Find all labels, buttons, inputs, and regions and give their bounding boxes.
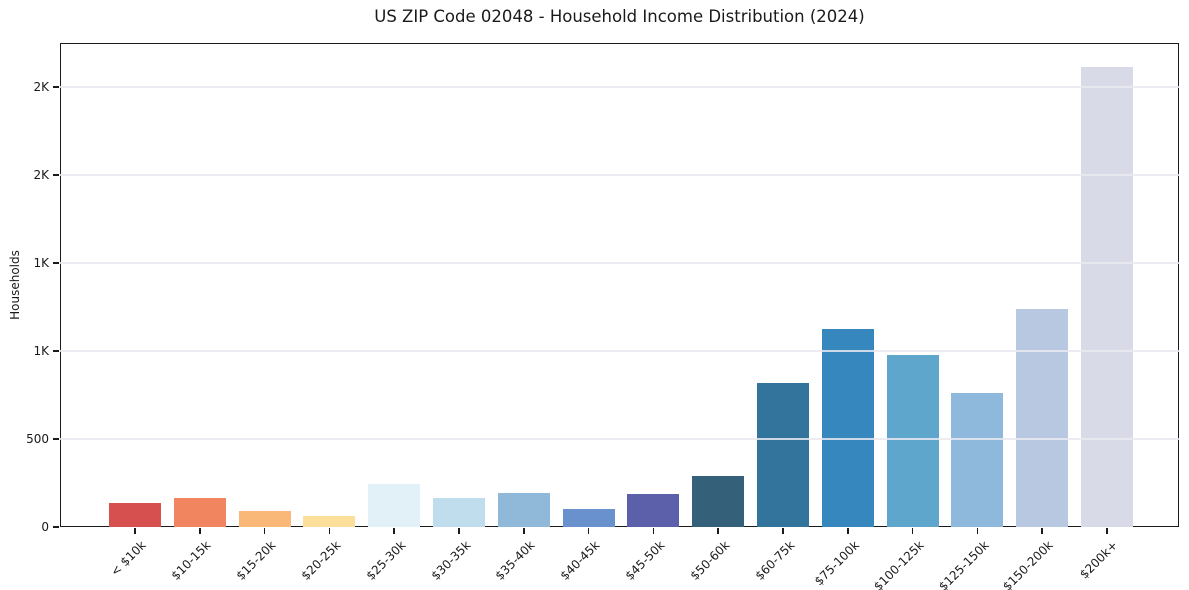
x-tick-mark: [458, 528, 460, 534]
y-tick-label: 2K: [33, 79, 49, 94]
y-tick-mark: [53, 174, 59, 176]
y-axis-label: Households: [8, 250, 22, 320]
x-tick-label: $45-50k: [622, 538, 668, 583]
bar-125-150k: [951, 393, 1004, 527]
x-tick-mark: [846, 528, 849, 534]
x-tick-label: $40-45k: [557, 538, 603, 583]
y-tick-label: 0: [41, 519, 49, 534]
x-tick-label: $35-40k: [492, 538, 538, 583]
bar-200k+: [1081, 66, 1133, 527]
x-tick-label: $25-30k: [363, 538, 409, 583]
bar-30-35k: [433, 497, 485, 527]
x-tick-mark: [134, 528, 136, 534]
plot-area: [60, 43, 1179, 527]
x-tick-label: $100-125k: [870, 538, 927, 590]
y-tick-label: 500: [26, 431, 49, 446]
x-tick-label: $50-60k: [687, 538, 733, 583]
bar-45-50k: [627, 494, 680, 527]
x-tick-mark: [652, 528, 655, 534]
bar-40-45k: [562, 508, 615, 527]
y-tick-label: 1K: [33, 343, 49, 358]
x-tick-mark: [587, 528, 590, 534]
x-tick-label: $15-20k: [233, 538, 279, 583]
x-tick-label: $30-35k: [428, 538, 473, 583]
y-tick-mark: [53, 350, 59, 352]
y-tick-mark: [53, 438, 59, 440]
x-tick-label: $125-150k: [935, 538, 992, 590]
x-tick-mark: [1041, 528, 1044, 534]
x-tick-label: $10-15k: [168, 538, 214, 583]
x-tick-label: $200k+: [1077, 538, 1121, 582]
bar-150-200k: [1016, 308, 1069, 527]
x-tick-mark: [976, 528, 979, 534]
x-tick-mark: [717, 528, 720, 534]
bar-75-100k: [821, 329, 874, 527]
x-tick-mark: [328, 528, 331, 534]
y-tick-mark: [53, 86, 59, 88]
x-tick-mark: [522, 528, 525, 534]
bar-10k: [109, 503, 161, 527]
bar-60-75k: [757, 382, 809, 527]
bar-10-15k: [173, 497, 226, 527]
x-tick-label: $20-25k: [298, 538, 344, 583]
y-tick-mark: [53, 526, 59, 528]
x-tick-label: $60-75k: [752, 538, 797, 583]
chart-title: US ZIP Code 02048 - Household Income Dis…: [374, 7, 865, 26]
x-tick-mark: [911, 528, 914, 534]
x-tick-mark: [198, 528, 201, 534]
bar-50-60k: [692, 475, 745, 527]
bar-15-20k: [238, 511, 291, 527]
bar-100-125k: [886, 354, 939, 527]
x-tick-label: $75-100k: [811, 538, 862, 589]
bar-35-40k: [497, 492, 550, 527]
x-tick-mark: [393, 528, 396, 534]
y-tick-mark: [53, 262, 59, 264]
bar-20-25k: [303, 515, 356, 527]
x-tick-label: < $10k: [108, 538, 149, 579]
y-tick-label: 2K: [33, 167, 49, 182]
x-tick-mark: [782, 528, 784, 534]
x-tick-mark: [1106, 528, 1108, 534]
x-tick-mark: [263, 528, 266, 534]
x-tick-label: $150-200k: [1000, 538, 1057, 590]
y-tick-label: 1K: [33, 255, 49, 270]
bar-25-30k: [368, 483, 421, 527]
